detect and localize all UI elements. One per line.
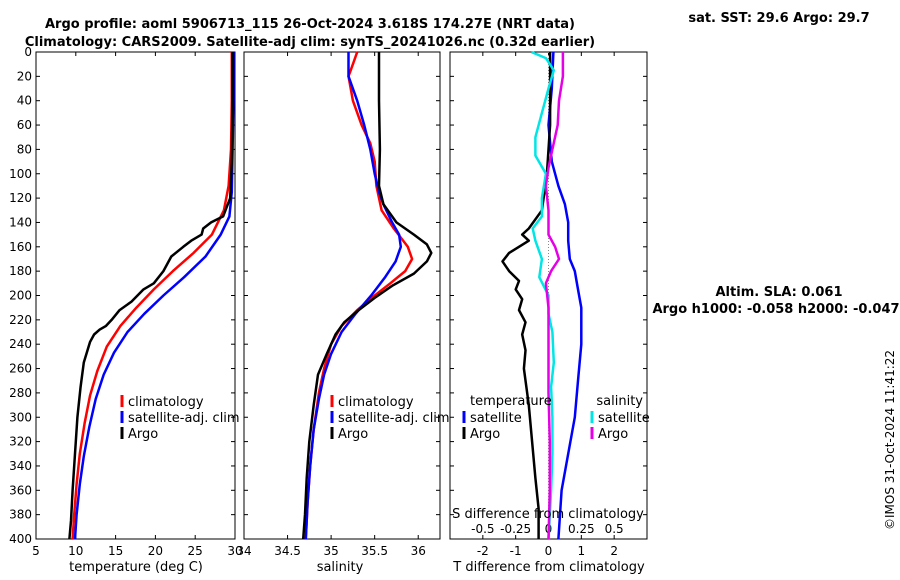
- series-climatology: [304, 51, 414, 540]
- figure-title-line1: Argo profile: aoml 5906713_115 26-Oct-20…: [45, 17, 575, 32]
- x-tick-label: 5: [32, 544, 40, 558]
- legend-label-satellite-adj: satellite-adj. clim: [128, 411, 240, 426]
- top-tick-label: -0.5: [471, 522, 494, 536]
- copyright-footer: ©IMOS 31-Oct-2024 11:41:22: [883, 350, 897, 530]
- top-tick-label: 0.5: [605, 522, 624, 536]
- x-tick-label: 20: [148, 544, 163, 558]
- difference-legend-salinity: salinity satellite Argo: [590, 394, 650, 442]
- series-t-satellite: [547, 51, 583, 540]
- difference-top-axis-title: S difference from climatology: [452, 507, 644, 522]
- x-tick-label: 34.5: [274, 544, 301, 558]
- legend-label-climatology: climatology: [128, 395, 204, 410]
- y-tick-label: 400: [9, 532, 32, 546]
- y-tick-label: 20: [17, 69, 32, 83]
- sst-map-title: sat. SST: 29.6 Argo: 29.7: [688, 11, 869, 26]
- y-tick-label: 220: [9, 313, 32, 327]
- series-s-argo: [544, 52, 565, 540]
- x-tick-label: 34: [236, 544, 251, 558]
- legend-label-t-satellite: satellite: [470, 411, 522, 426]
- y-tick-label: 360: [9, 483, 32, 497]
- sla-map-title-line2: Argo h1000: -0.058 h2000: -0.047: [652, 302, 899, 317]
- series-satellite-adj: [304, 52, 403, 540]
- x-tick-label: 30: [227, 544, 242, 558]
- x-tick-label: 0: [545, 544, 553, 558]
- salinity-profile-plot: 34 34.5 35 35.5 36: [236, 51, 441, 558]
- temperature-x-label: temperature (deg C): [69, 560, 203, 575]
- difference-profile-plot: -2 -1 0 1 2-0.5 -0.25 0 0.25 0.5: [449, 50, 648, 558]
- x-tick-label: 1: [578, 544, 586, 558]
- series-argo: [68, 52, 234, 540]
- y-tick-label: 0: [24, 45, 32, 59]
- legend-label-climatology: climatology: [338, 395, 414, 410]
- legend-title-temperature: temperature: [470, 394, 552, 409]
- x-tick-label: 10: [68, 544, 83, 558]
- salinity-legend: climatology satellite-adj. clim Argo: [330, 395, 450, 442]
- x-tick-label: 35: [323, 544, 338, 558]
- y-tick-label: 40: [17, 94, 32, 108]
- y-tick-label: 380: [9, 508, 32, 522]
- x-tick-label: -1: [510, 544, 522, 558]
- y-tick-label: 320: [9, 435, 32, 449]
- series-t-argo: [501, 52, 552, 539]
- y-tick-label: 200: [9, 289, 32, 303]
- plot-frame: [243, 51, 441, 540]
- x-tick-label: 25: [188, 544, 203, 558]
- top-tick-label: -0.25: [500, 522, 531, 536]
- y-tick-label: 160: [9, 240, 32, 254]
- x-tick-label: 36: [411, 544, 426, 558]
- y-tick-label: 140: [9, 215, 32, 229]
- y-tick-label: 280: [9, 386, 32, 400]
- x-tick-label: 15: [108, 544, 123, 558]
- series-climatology: [71, 52, 234, 540]
- x-tick-label: -2: [477, 544, 489, 558]
- x-tick-label: 35.5: [361, 544, 388, 558]
- legend-title-salinity: salinity: [596, 394, 643, 409]
- y-tick-label: 60: [17, 118, 32, 132]
- difference-x-label: T difference from climatology: [452, 560, 645, 575]
- series-s-satellite: [530, 50, 556, 540]
- y-tick-label: 100: [9, 167, 32, 181]
- plot-frame: [35, 51, 236, 540]
- salinity-x-label: salinity: [317, 560, 364, 575]
- y-tick-label: 180: [9, 264, 32, 278]
- legend-label-s-argo: Argo: [598, 427, 628, 442]
- y-tick-label: 340: [9, 459, 32, 473]
- sla-map-title-line1: Altim. SLA: 0.061: [716, 285, 843, 300]
- temperature-legend: climatology satellite-adj. clim Argo: [120, 395, 240, 442]
- legend-label-argo: Argo: [128, 427, 158, 442]
- series-argo: [301, 52, 433, 540]
- y-tick-label: 260: [9, 362, 32, 376]
- legend-label-t-argo: Argo: [470, 427, 500, 442]
- y-tick-label: 240: [9, 337, 32, 351]
- y-tick-label: 80: [17, 142, 32, 156]
- legend-label-s-satellite: satellite: [598, 411, 650, 426]
- difference-legend-temperature: temperature satellite Argo: [462, 394, 552, 442]
- temperature-profile-plot: 0 20 40 60 80 100 120 140 160 180 200 220 240 260 280 3…: [9, 45, 243, 558]
- x-tick-label: 2: [610, 544, 618, 558]
- legend-label-satellite-adj: satellite-adj. clim: [338, 411, 450, 426]
- top-tick-label: 0.25: [568, 522, 595, 536]
- y-tick-label: 120: [9, 191, 32, 205]
- y-tick-label: 300: [9, 410, 32, 424]
- figure-title-line2: Climatology: CARS2009. Satellite-adj cli…: [25, 35, 595, 50]
- series-satellite-adj: [73, 52, 235, 540]
- legend-label-argo: Argo: [338, 427, 368, 442]
